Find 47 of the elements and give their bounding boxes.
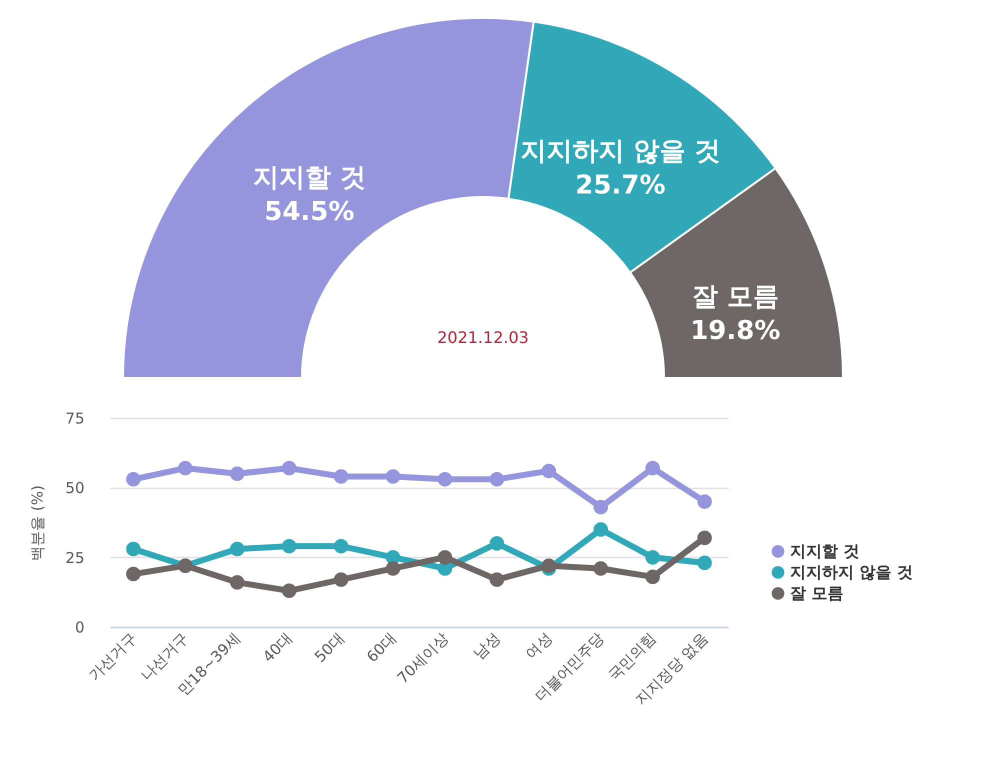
y-axis-title: 백분율 (%) <box>28 485 46 561</box>
data-label: 54.5% <box>264 196 354 227</box>
slice-label: 잘 모름 <box>692 282 779 312</box>
point <box>594 522 608 537</box>
point <box>334 538 348 554</box>
point <box>282 584 296 598</box>
slice-label: 지지하지 않을 것 <box>520 136 720 166</box>
point <box>645 570 660 584</box>
point <box>542 558 556 573</box>
point <box>490 472 504 487</box>
text: 2021.12.03 <box>437 328 529 347</box>
y-tick-label: 75 <box>65 410 84 428</box>
point <box>438 550 452 565</box>
point <box>126 472 141 487</box>
legend-label: 잘 모름 <box>790 583 844 602</box>
legend-label: 지지하지 않을 것 <box>790 562 914 582</box>
point <box>282 460 296 476</box>
data-label: 19.8% <box>690 316 780 346</box>
point <box>438 472 452 487</box>
point <box>490 572 504 587</box>
y-tick-label: 50 <box>65 479 84 498</box>
slice-label: 지지할 것 <box>252 162 366 193</box>
point <box>645 460 660 476</box>
point <box>230 575 244 590</box>
data-label: 25.7% <box>575 170 666 200</box>
point <box>334 469 348 484</box>
y-tick-label: 0 <box>74 618 84 636</box>
point <box>645 550 660 565</box>
point <box>542 464 556 478</box>
point <box>386 561 400 576</box>
point <box>697 494 712 509</box>
point <box>178 460 193 476</box>
point <box>594 500 608 514</box>
point <box>697 530 712 546</box>
point <box>230 542 244 556</box>
point <box>334 572 348 587</box>
point <box>490 536 504 551</box>
legend-label: 지지할 것 <box>790 541 860 560</box>
point <box>230 466 244 481</box>
point <box>594 561 608 576</box>
y-tick-label: 25 <box>65 548 84 567</box>
point <box>697 556 712 570</box>
point <box>126 566 141 582</box>
point <box>282 538 296 554</box>
point <box>386 469 400 484</box>
x-tick-label: 남성 <box>470 629 504 664</box>
point <box>126 542 141 556</box>
